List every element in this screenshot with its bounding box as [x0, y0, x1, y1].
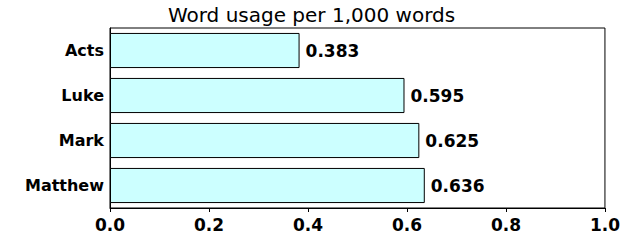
svg-text:0.2: 0.2	[194, 215, 224, 235]
svg-text:Mark: Mark	[59, 131, 105, 150]
svg-text:0.6: 0.6	[392, 215, 422, 235]
svg-text:0.383: 0.383	[306, 41, 360, 61]
svg-text:0.4: 0.4	[293, 215, 323, 235]
svg-text:Matthew: Matthew	[25, 176, 104, 195]
svg-text:Luke: Luke	[61, 86, 104, 105]
svg-text:Acts: Acts	[65, 41, 104, 60]
svg-text:0.625: 0.625	[425, 131, 479, 151]
svg-text:Word usage per 1,000 words: Word usage per 1,000 words	[168, 3, 455, 27]
svg-text:0.0: 0.0	[95, 215, 125, 235]
svg-text:0.636: 0.636	[431, 176, 485, 196]
svg-text:1.0: 1.0	[590, 215, 620, 235]
svg-text:0.8: 0.8	[491, 215, 521, 235]
svg-text:0.595: 0.595	[410, 86, 464, 106]
